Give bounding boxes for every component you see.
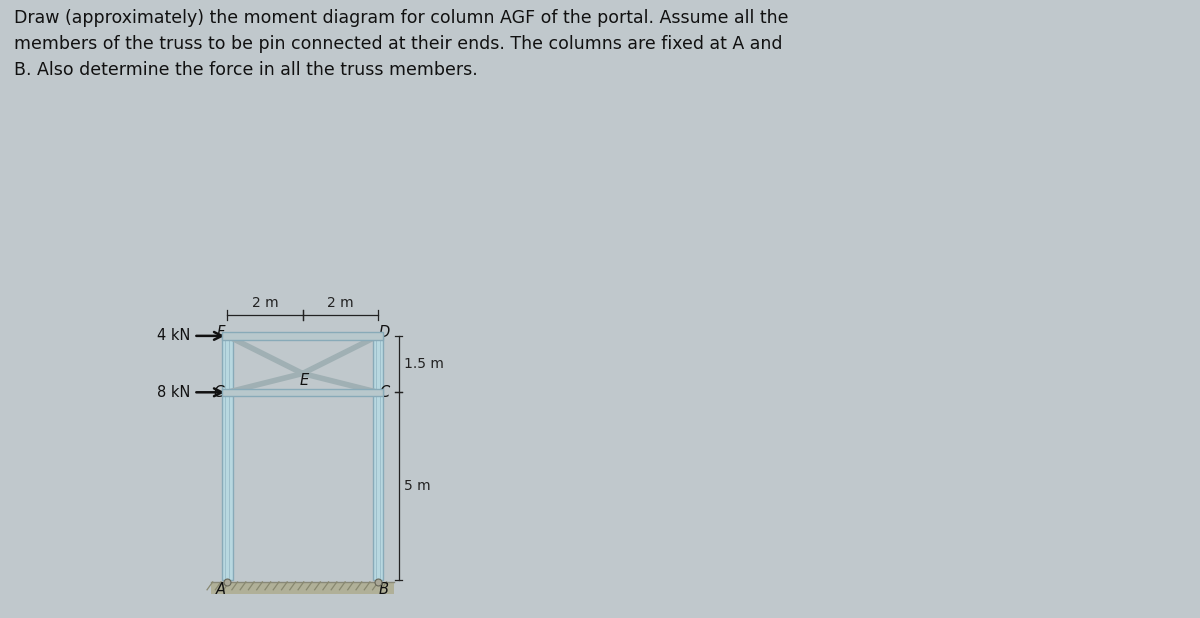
- Bar: [372, 336, 383, 580]
- Text: C: C: [379, 385, 390, 400]
- Text: 2 m: 2 m: [252, 296, 278, 310]
- Text: 4 kN: 4 kN: [157, 328, 191, 344]
- Text: G: G: [214, 385, 224, 400]
- Bar: [376, 336, 379, 580]
- Bar: [211, 582, 395, 593]
- Text: F: F: [216, 324, 224, 340]
- Bar: [222, 389, 383, 396]
- Text: A: A: [216, 582, 226, 597]
- Text: B: B: [378, 582, 389, 597]
- Bar: [226, 336, 229, 580]
- Text: 8 kN: 8 kN: [157, 385, 191, 400]
- Text: 1.5 m: 1.5 m: [403, 357, 444, 371]
- Text: E: E: [300, 373, 310, 387]
- Text: D: D: [379, 324, 390, 340]
- Bar: [222, 336, 233, 580]
- Bar: [222, 332, 383, 340]
- Text: 5 m: 5 m: [403, 480, 431, 493]
- Text: 2 m: 2 m: [326, 296, 354, 310]
- Text: Draw (approximately) the moment diagram for column AGF of the portal. Assume all: Draw (approximately) the moment diagram …: [14, 9, 788, 78]
